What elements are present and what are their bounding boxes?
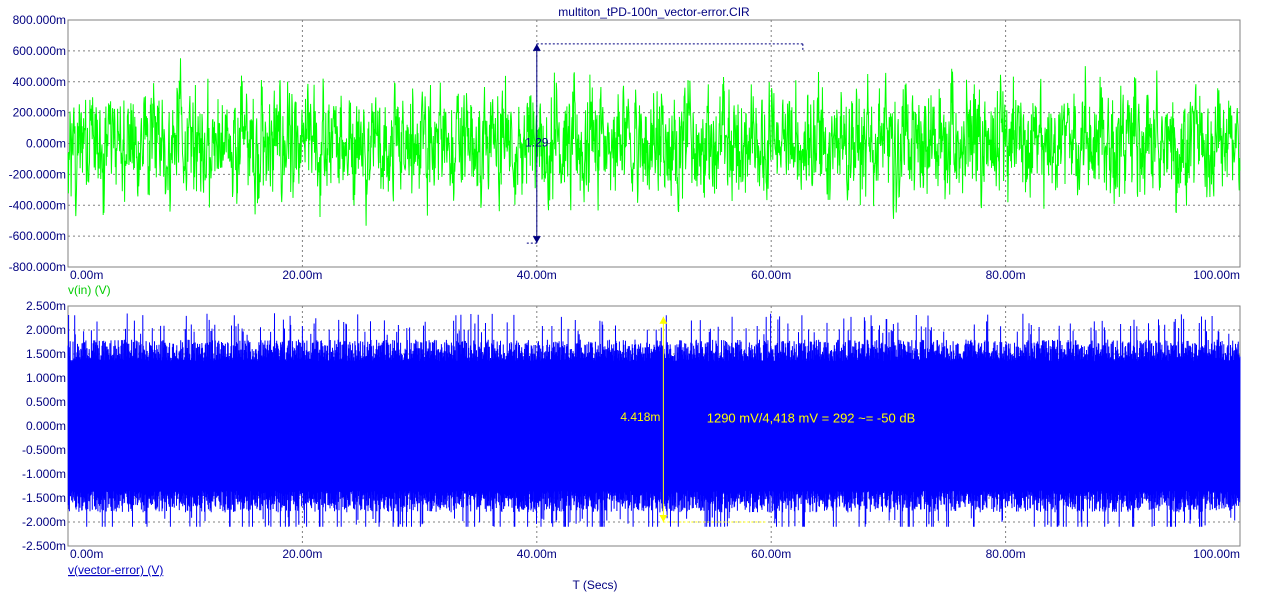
y-tick-label: -600.000m <box>9 229 66 243</box>
chart-title: multiton_tPD-100n_vector-error.CIR <box>558 5 750 19</box>
x-tick-label: 100.00m <box>1193 268 1240 282</box>
arrow-down-icon <box>532 236 541 244</box>
waveform-label-v-vector-error[interactable]: v(vector-error) (V) <box>68 563 163 577</box>
x-tick-label: 100.00m <box>1193 547 1240 561</box>
x-tick-label: 80.00m <box>986 268 1026 282</box>
x-tick-label: 80.00m <box>986 547 1026 561</box>
y-tick-label: 200.000m <box>13 106 66 120</box>
top-plot-panel: 800.000m 600.000m 400.000m 200.000m 0.000m -2… <box>9 13 1241 297</box>
bottom-y-tick-labels: 2.500m 2.000m 1.500m 1.000m 0.500m 0.000m -0.5… <box>22 299 66 553</box>
bottom-plot-panel: 2.500m 2.000m 1.500m 1.000m 0.500m 0.000m -0.5… <box>22 299 1241 592</box>
top-annotation: 1.29 <box>525 43 804 244</box>
x-axis-label: T (Secs) <box>572 578 617 592</box>
y-tick-label: -200.000m <box>9 167 66 181</box>
x-tick-label: 20.00m <box>282 268 322 282</box>
y-tick-label: 400.000m <box>13 75 66 89</box>
x-tick-label: 40.00m <box>517 547 557 561</box>
arrow-down-icon <box>659 515 668 522</box>
x-tick-label: 0.00m <box>70 268 103 282</box>
y-tick-label: 800.000m <box>13 13 66 27</box>
y-tick-label: -800.000m <box>9 260 66 274</box>
x-tick-label: 60.00m <box>751 547 791 561</box>
x-tick-label: 0.00m <box>70 547 103 561</box>
x-tick-label: 60.00m <box>751 268 791 282</box>
series-line-v-vector-error <box>67 313 1241 527</box>
arrow-up-icon <box>532 43 541 51</box>
bottom-x-tick-labels: 0.00m 20.00m 40.00m 60.00m 80.00m 100.00m <box>70 547 1240 561</box>
ratio-annotation: 1290 mV/4,418 mV = 292 ~= -50 dB <box>707 411 916 426</box>
arrow-up-icon <box>659 316 668 324</box>
y-tick-label: -0.500m <box>22 443 66 457</box>
series-line-v-in <box>67 58 1241 226</box>
y-tick-label: 2.000m <box>26 323 66 337</box>
waveform-label-v-in[interactable]: v(in) (V) <box>68 283 111 297</box>
bottom-annotation: 4.418m 1290 mV/4,418 mV = 292 ~= -50 dB <box>620 316 916 523</box>
y-tick-label: 1.000m <box>26 371 66 385</box>
y-tick-label: 1.500m <box>26 347 66 361</box>
y-tick-label: -2.000m <box>22 515 66 529</box>
dimension-label: 4.418m <box>620 410 660 424</box>
y-tick-label: 2.500m <box>26 299 66 313</box>
y-tick-label: 0.500m <box>26 395 66 409</box>
y-tick-label: -400.000m <box>9 198 66 212</box>
x-tick-label: 20.00m <box>282 547 322 561</box>
y-tick-label: 600.000m <box>13 44 66 58</box>
top-y-tick-labels: 800.000m 600.000m 400.000m 200.000m 0.000m -2… <box>9 13 66 274</box>
y-tick-label: 0.000m <box>26 419 66 433</box>
y-tick-label: -2.500m <box>22 539 66 553</box>
y-tick-label: -1.000m <box>22 467 66 481</box>
y-tick-label: 0.000m <box>26 137 66 151</box>
top-x-tick-labels: 0.00m 20.00m 40.00m 60.00m 80.00m 100.00m <box>70 268 1240 282</box>
x-tick-label: 40.00m <box>517 268 557 282</box>
dimension-label: 1.29 <box>525 136 549 150</box>
y-tick-label: -1.500m <box>22 491 66 505</box>
